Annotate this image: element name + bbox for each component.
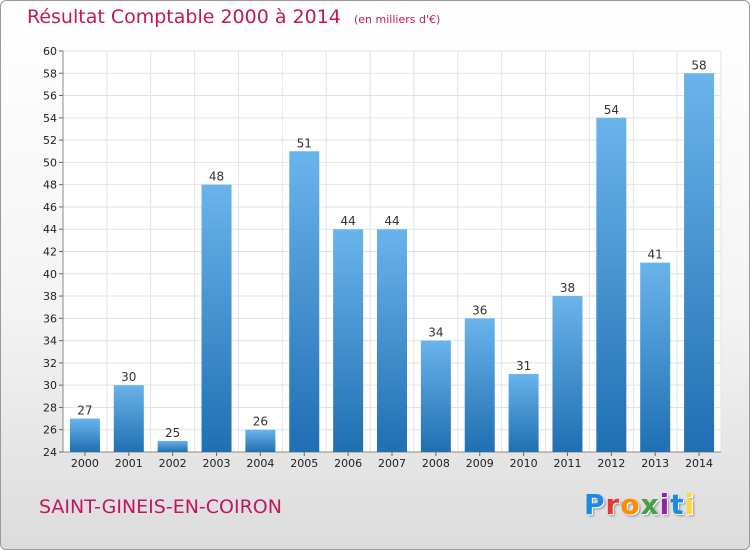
x-tick-label: 2013 bbox=[641, 457, 669, 470]
logo-letter: t bbox=[670, 488, 685, 521]
y-tick-label: 38 bbox=[43, 290, 57, 303]
x-tick-label: 2012 bbox=[597, 457, 625, 470]
logo-letter: i bbox=[659, 488, 671, 521]
x-tick-label: 2014 bbox=[685, 457, 713, 470]
data-label: 36 bbox=[472, 303, 487, 317]
chart-subtitle: (en milliers d'€) bbox=[353, 13, 441, 26]
data-label: 31 bbox=[516, 359, 531, 373]
data-label: 25 bbox=[165, 426, 180, 440]
y-tick-label: 42 bbox=[43, 246, 57, 259]
data-label: 58 bbox=[691, 58, 706, 72]
data-label: 38 bbox=[560, 281, 575, 295]
bar-2011 bbox=[552, 296, 583, 452]
y-tick-label: 28 bbox=[43, 401, 57, 414]
bar-2013 bbox=[640, 262, 671, 452]
y-tick-label: 56 bbox=[43, 90, 57, 103]
y-tick-label: 34 bbox=[43, 335, 57, 348]
bar-2010 bbox=[508, 374, 539, 452]
data-label: 34 bbox=[428, 326, 443, 340]
chart-title: Résultat Comptable 2000 à 2014 bbox=[27, 6, 341, 28]
logo-letter: P bbox=[584, 488, 606, 521]
data-label: 51 bbox=[297, 136, 312, 150]
title-row: Résultat Comptable 2000 à 2014 (en milli… bbox=[27, 6, 440, 28]
logo-letter: i bbox=[684, 488, 696, 521]
data-label: 41 bbox=[648, 248, 663, 262]
commune-name: SAINT-GINEIS-EN-COIRON bbox=[39, 496, 282, 518]
data-label: 44 bbox=[340, 214, 355, 228]
bar-2012 bbox=[596, 117, 627, 452]
data-label: 54 bbox=[604, 103, 619, 117]
bar-2002 bbox=[157, 440, 188, 452]
y-tick-label: 36 bbox=[43, 312, 57, 325]
data-label: 26 bbox=[253, 415, 268, 429]
x-tick-label: 2010 bbox=[510, 457, 538, 470]
y-tick-label: 32 bbox=[43, 357, 57, 370]
bar-2001 bbox=[113, 385, 144, 452]
data-label: 30 bbox=[121, 370, 136, 384]
data-label: 27 bbox=[77, 404, 92, 418]
logo-letter: x bbox=[640, 488, 660, 521]
y-tick-label: 48 bbox=[43, 179, 57, 192]
labels: 24 26 28 30 32 34 36 38 40 42 44 46 48 50 52 54 56 58 60 20… bbox=[43, 45, 713, 470]
x-tick-label: 2009 bbox=[466, 457, 494, 470]
y-tick-label: 58 bbox=[43, 67, 57, 80]
y-tick-label: 44 bbox=[43, 223, 57, 236]
y-tick-label: 46 bbox=[43, 201, 57, 214]
y-tick-label: 40 bbox=[43, 268, 57, 281]
bar-2014 bbox=[684, 73, 715, 453]
bar-2004 bbox=[245, 429, 276, 452]
bar-2007 bbox=[377, 229, 407, 452]
bar-2009 bbox=[464, 318, 495, 452]
x-tick-label: 2004 bbox=[246, 457, 274, 470]
y-tick-label: 54 bbox=[43, 112, 57, 125]
x-tick-label: 2006 bbox=[334, 457, 362, 470]
bar-2008 bbox=[420, 340, 451, 452]
x-tick-label: 2001 bbox=[115, 457, 143, 470]
y-tick-label: 26 bbox=[43, 424, 57, 437]
y-tick-label: 24 bbox=[43, 446, 57, 459]
y-tick-label: 50 bbox=[43, 156, 57, 169]
y-tick-label: 60 bbox=[43, 45, 57, 58]
x-tick-label: 2003 bbox=[203, 457, 231, 470]
bar-2000 bbox=[69, 418, 100, 452]
data-label: 44 bbox=[384, 214, 399, 228]
bar-2006 bbox=[333, 229, 364, 452]
y-tick-label: 30 bbox=[43, 379, 57, 392]
logo-letter: o bbox=[620, 488, 641, 521]
bars bbox=[69, 73, 715, 453]
logo-letter: r bbox=[605, 488, 621, 521]
x-tick-label: 2000 bbox=[71, 457, 99, 470]
data-label: 48 bbox=[209, 170, 224, 184]
bar-2005 bbox=[289, 151, 320, 452]
y-tick-label: 52 bbox=[43, 134, 57, 147]
x-tick-label: 2005 bbox=[290, 457, 318, 470]
x-tick-label: 2011 bbox=[553, 457, 581, 470]
bar-2003 bbox=[201, 184, 232, 452]
proxiti-logo: Proxiti bbox=[584, 488, 695, 521]
x-tick-label: 2007 bbox=[378, 457, 406, 470]
x-tick-label: 2008 bbox=[422, 457, 450, 470]
x-tick-label: 2002 bbox=[159, 457, 187, 470]
